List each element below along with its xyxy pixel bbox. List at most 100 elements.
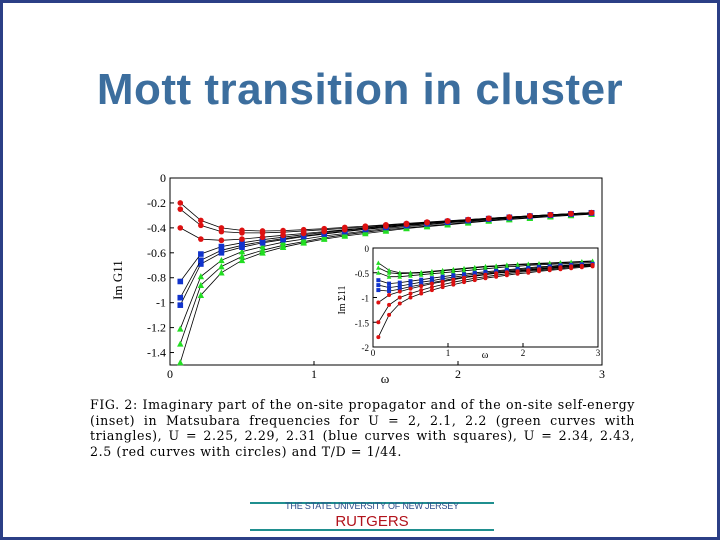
slide-title: Mott transition in cluster	[96, 65, 624, 114]
main-point-red	[465, 216, 471, 223]
main-point-blue	[198, 261, 204, 267]
inset-point-green	[376, 260, 381, 265]
inset-plot-series	[376, 258, 595, 340]
main-point-green	[238, 253, 246, 260]
inset-plot-ticks: 0 1 2 3 0 -0.5 -1 -1.5 -2	[355, 244, 601, 358]
inset-point-red	[569, 266, 574, 271]
inset-point-green	[408, 270, 413, 276]
main-point-green	[279, 241, 287, 249]
main-point-green	[177, 359, 184, 366]
main-point-red	[218, 225, 225, 231]
main-point-red	[424, 219, 430, 225]
main-point-red	[321, 225, 328, 232]
inset-plot: 0 1 2 3 0 -0.5 -1 -1.5 -2 Im Σ11 ω	[337, 244, 601, 361]
main-point-red	[177, 206, 184, 212]
main-point-green	[218, 263, 225, 270]
footer-top-rule	[250, 502, 494, 504]
inset-point-blue	[419, 277, 424, 282]
inset-point-red	[462, 280, 467, 285]
inset-point-green	[493, 265, 499, 270]
main-point-red	[177, 200, 184, 206]
main-point-green	[238, 256, 246, 264]
inset-point-blue	[408, 279, 413, 284]
inset-point-green	[429, 271, 435, 276]
main-x-tick-label: 1	[311, 367, 317, 381]
inset-point-blue	[387, 281, 392, 286]
inset-point-blue	[387, 285, 392, 290]
inset-point-green	[472, 267, 478, 272]
footer-name: RUTGERS	[335, 513, 409, 530]
inset-point-red	[376, 335, 381, 340]
main-point-green	[197, 281, 205, 289]
inset-point-blue	[429, 276, 434, 281]
main-point-red	[280, 227, 286, 234]
inset-point-red	[429, 285, 434, 290]
inset-point-green	[418, 272, 424, 277]
main-point-green	[238, 248, 246, 255]
inset-point-red	[376, 300, 381, 305]
main-point-red	[403, 220, 410, 227]
inset-point-red	[408, 286, 413, 291]
main-y-axis-label-text: Im G11	[110, 260, 125, 300]
inset-point-blue	[376, 278, 381, 283]
main-point-blue	[177, 302, 184, 308]
main-point-green	[259, 246, 266, 254]
inset-point-blue	[397, 287, 402, 292]
inset-y-tick-label: -2	[362, 343, 370, 353]
inset-point-red	[408, 295, 413, 300]
main-point-red	[485, 215, 492, 222]
main-point-blue	[218, 243, 225, 250]
inset-point-red	[408, 291, 413, 296]
main-point-green	[259, 243, 266, 250]
main-y-tick-label: -1.2	[147, 321, 166, 335]
inset-point-red	[440, 285, 445, 290]
main-point-red	[444, 217, 451, 224]
inset-point-red	[558, 267, 563, 272]
main-point-red	[362, 223, 369, 229]
main-point-green	[197, 273, 205, 280]
main-point-red	[218, 237, 225, 244]
inset-point-green	[397, 271, 403, 276]
inset-point-green	[451, 269, 456, 274]
inset-point-green	[376, 265, 381, 270]
inset-point-green	[461, 268, 467, 273]
main-y-tick-label: -1	[156, 296, 166, 310]
main-y-tick-label: -0.6	[147, 246, 166, 260]
inset-point-blue	[376, 288, 381, 293]
main-point-red	[177, 225, 184, 231]
main-plot-series	[177, 200, 595, 366]
inset-point-red	[419, 291, 424, 296]
main-point-red	[198, 217, 204, 224]
inset-y-tick-label: -1	[362, 294, 370, 304]
inset-point-green	[386, 274, 392, 279]
inset-point-red	[397, 301, 402, 306]
inset-point-red	[483, 276, 488, 281]
main-point-blue	[177, 278, 184, 285]
main-point-red	[198, 236, 204, 242]
main-x-axis-label: ω	[381, 371, 390, 386]
inset-point-blue	[376, 283, 381, 288]
main-plot-ticks: 0 1 2 30-0.2-0.4-0.6-0.8-1-1.2-1.4	[147, 171, 605, 381]
main-point-blue	[198, 257, 204, 264]
inset-y-axis-label: Im Σ11	[337, 285, 348, 314]
footer-bottom-rule	[250, 529, 494, 531]
inset-point-red	[429, 281, 434, 286]
main-x-tick-label: 0	[167, 367, 173, 381]
inset-point-green	[483, 266, 488, 271]
inset-point-red	[504, 273, 509, 278]
main-point-red	[547, 211, 554, 218]
inset-point-red	[419, 284, 424, 289]
main-point-red	[259, 234, 266, 241]
main-y-axis-label: Im G11	[110, 260, 125, 300]
main-point-green	[177, 340, 184, 347]
inset-point-red	[376, 320, 381, 325]
inset-x-tick-label: 2	[521, 348, 526, 358]
main-point-blue	[239, 240, 245, 246]
inset-point-blue	[397, 284, 402, 289]
main-plot: 0 1 2 30-0.2-0.4-0.6-0.8-1-1.2-1.4 Im G11 ω	[110, 171, 605, 386]
inset-point-red	[537, 269, 542, 274]
inset-point-green	[440, 270, 445, 275]
figure-caption: FIG. 2: Imaginary part of the on-site pr…	[90, 397, 635, 459]
inset-x-tick-label: 3	[596, 348, 601, 358]
